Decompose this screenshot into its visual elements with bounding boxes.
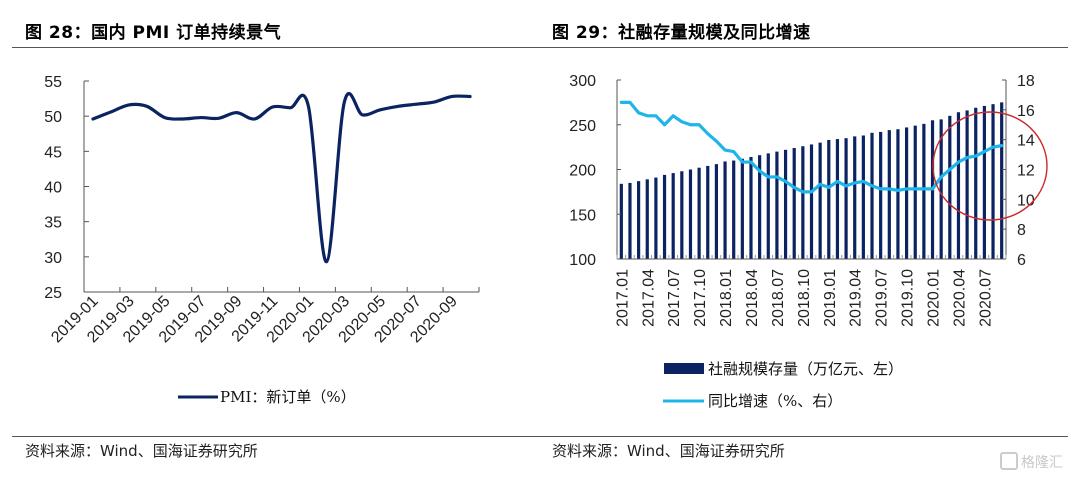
tsf-bar — [827, 139, 831, 259]
tsf-bar — [904, 127, 909, 259]
tsf-bar — [775, 151, 779, 259]
right-source-note: 资料来源：Wind、国海证券研究所 — [552, 442, 785, 460]
y-tick-label: 40 — [44, 180, 62, 197]
tsf-chart: 100 150 200 250 300 6 8 10 12 14 16 18 2017.01 2017.0… — [569, 73, 1048, 410]
x-tick-label: 2020.04 — [951, 269, 968, 327]
left-chart-title: 图 28：国内 PMI 订单持续景气 — [25, 23, 282, 43]
tsf-bar — [939, 119, 943, 259]
right-source-rule — [540, 436, 1068, 437]
x-tick-label: 2018.04 — [744, 269, 761, 327]
tsf-bar — [645, 179, 649, 259]
y-tick-label: 30 — [44, 250, 62, 267]
tsf-bar — [922, 123, 926, 259]
tsf-bar — [749, 156, 753, 259]
tsf-bar — [965, 110, 969, 260]
tsf-bar — [662, 174, 667, 259]
tsf-bar — [766, 153, 770, 259]
highlight-circle — [932, 111, 1048, 221]
tsf-bar — [991, 104, 995, 259]
x-tick-label: 2017.07 — [666, 269, 683, 327]
y-tick-label: 45 — [44, 144, 62, 161]
x-tick-label: 2018.01 — [718, 269, 735, 327]
tsf-bar — [974, 107, 978, 260]
tsf-bar — [835, 139, 840, 259]
tsf-bar — [1000, 102, 1004, 259]
tsf-bar — [956, 112, 961, 259]
tsf-bar — [758, 155, 762, 259]
tsf-bar — [887, 130, 891, 259]
tsf-bar — [706, 165, 710, 259]
right-y-tick-label: 6 — [1017, 252, 1026, 269]
tsf-bar — [870, 132, 874, 259]
left-y-tick-label: 100 — [569, 252, 596, 269]
tsf-bar — [688, 169, 693, 259]
tsf-bar — [697, 167, 701, 259]
tsf-bar — [628, 182, 632, 259]
legend-label-tsf: 社融规模存量（万亿元、左） — [708, 360, 903, 378]
tsf-bar — [809, 144, 814, 259]
legend-label-pmi: PMI：新订单（%） — [220, 388, 356, 406]
x-tick-label: 2019.10 — [900, 269, 917, 327]
right-title-rule — [540, 47, 1068, 48]
y-tick-label: 35 — [44, 215, 62, 232]
right-y-tick-label: 8 — [1017, 222, 1026, 239]
tsf-bar — [913, 125, 917, 260]
left-y-tick-label: 150 — [569, 207, 596, 224]
x-tick-label: 2018.07 — [770, 269, 787, 327]
tsf-bar — [714, 164, 719, 259]
left-y-tick-label: 200 — [569, 163, 596, 180]
x-tick-label: 2018.10 — [796, 269, 813, 327]
tsf-bar — [740, 158, 744, 259]
watermark: 格隆汇 — [1000, 452, 1063, 472]
x-tick-label: 2020.01 — [926, 269, 943, 327]
legend-label-growth: 同比增速（%、右） — [708, 392, 842, 410]
y-tick-label: 55 — [44, 74, 62, 91]
pmi-chart: 253035404550552019-012019-032019-052019-… — [44, 74, 480, 406]
y-tick-label: 25 — [44, 285, 62, 302]
right-y-tick-label: 18 — [1017, 73, 1035, 90]
pmi-new-orders-line — [91, 92, 472, 264]
tsf-bar — [948, 115, 952, 259]
tsf-bar — [619, 183, 623, 259]
tsf-bar — [982, 105, 986, 259]
tsf-bar — [637, 181, 641, 259]
right-y-tick-label: 12 — [1017, 163, 1035, 180]
left-y-tick-label: 250 — [569, 118, 596, 135]
x-tick-label: 2019.04 — [848, 269, 865, 327]
watermark-logo-icon — [1000, 452, 1018, 470]
left-source-rule — [12, 436, 540, 437]
tsf-bar — [792, 148, 796, 259]
right-y-tick-label: 10 — [1017, 192, 1035, 209]
tsf-bar — [671, 173, 675, 259]
x-tick-label: 2017.10 — [692, 269, 709, 327]
left-title-rule — [12, 47, 540, 48]
x-tick-label: 2017.01 — [614, 269, 631, 327]
legend-swatch-tsf — [664, 363, 704, 374]
tsf-bar — [818, 142, 822, 259]
tsf-bar — [723, 161, 727, 259]
tsf-bar — [844, 138, 848, 259]
tsf-bar — [680, 171, 684, 259]
tsf-bar — [783, 149, 788, 259]
tsf-bar — [879, 131, 883, 259]
right-chart-title: 图 29：社融存量规模及同比增速 — [552, 23, 811, 43]
tsf-bar — [861, 135, 865, 259]
x-tick-label: 2017.04 — [640, 269, 657, 327]
tsf-bar — [732, 160, 736, 259]
tsf-bar — [853, 136, 857, 259]
x-tick-label: 2020.07 — [977, 269, 994, 327]
x-tick-label: 2019.07 — [874, 269, 891, 327]
tsf-bar — [801, 146, 805, 259]
left-y-tick-label: 300 — [569, 73, 596, 90]
tsf-bar — [896, 129, 900, 259]
right-y-tick-label: 16 — [1017, 103, 1035, 120]
tsf-bar — [654, 177, 658, 259]
growth-rate-line — [619, 100, 1004, 194]
left-source-note: 资料来源：Wind、国海证券研究所 — [25, 442, 258, 460]
right-y-tick-label: 14 — [1017, 133, 1035, 150]
x-tick-label: 2019.01 — [822, 269, 839, 327]
y-tick-label: 50 — [44, 109, 62, 126]
